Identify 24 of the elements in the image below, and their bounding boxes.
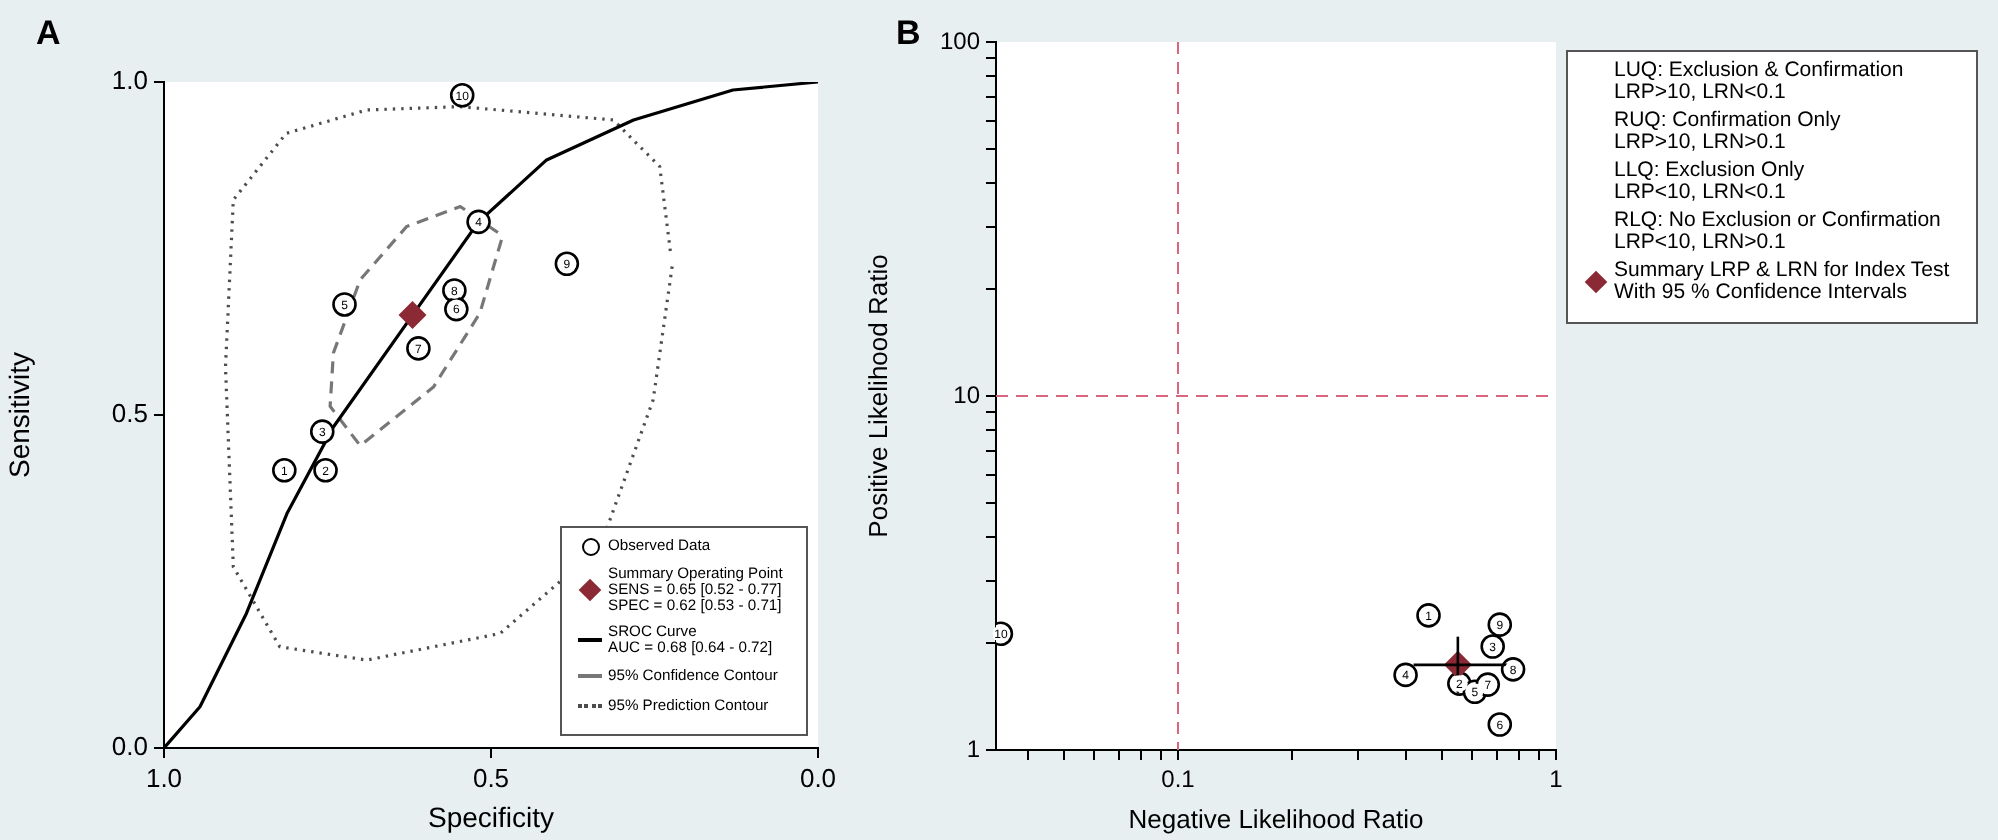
chart-title: B xyxy=(896,14,921,54)
x-tick-label: 1.0 xyxy=(145,762,183,793)
y-tick-label: 10 xyxy=(953,380,981,409)
text: RLQ: No Exclusion or Confirmation LRP<10, LRN>0.1 xyxy=(1612,208,1943,255)
legend-label: Summary LRP & LRN for Index Test With 95 % Confidence Intervals xyxy=(1614,258,1950,305)
y-axis-title: Positive Likelihood Ratio xyxy=(862,254,893,538)
y-axis-title: Sensitivity xyxy=(2,351,35,479)
y-tick-label: 1.0 xyxy=(111,65,148,96)
x-tick-label: 0.5 xyxy=(472,762,510,793)
x-tick-label: 0.1 xyxy=(1161,765,1196,794)
x-axis-title: Specificity xyxy=(427,800,555,833)
text: LLQ: Exclusion Only LRP<10, LRN<0.1 xyxy=(1612,158,1807,205)
y-tick-label: 1 xyxy=(966,734,981,763)
point xyxy=(398,301,427,330)
text: LUQ: Exclusion & Confirmation LRP>10, LRN<0.1 xyxy=(1612,58,1906,105)
y-tick-label: 0.0 xyxy=(111,731,148,762)
chart-title: A xyxy=(36,14,61,54)
x-axis-title: Negative Likelihood Ratio xyxy=(1128,803,1424,834)
x-tick-label: 1 xyxy=(1549,765,1564,794)
text: RUQ: Confirmation Only LRP>10, LRN>0.1 xyxy=(1612,108,1843,155)
x-tick-label: 0.0 xyxy=(799,762,837,793)
y-tick-label: 0.5 xyxy=(111,398,148,429)
line-series xyxy=(328,204,504,448)
y-tick-label: 100 xyxy=(939,26,981,55)
